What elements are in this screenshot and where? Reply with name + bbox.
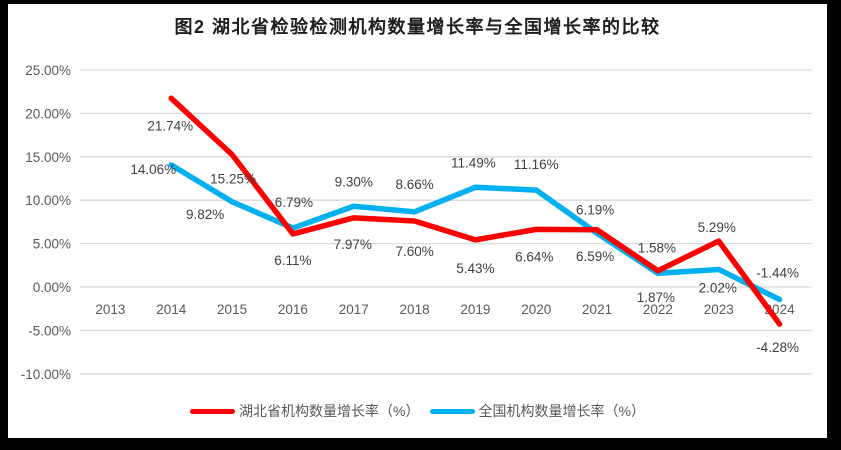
y-axis-tick-label: 10.00% (25, 193, 71, 208)
data-label: 1.58% (638, 240, 676, 255)
y-axis-tick-label: 25.00% (25, 63, 71, 78)
data-label: 15.25% (210, 172, 256, 187)
legend-label-national: 全国机构数量增长率（%） (478, 403, 645, 419)
legend-item-national: 全国机构数量增长率（%） (429, 401, 645, 421)
y-axis-tick-label: 15.00% (25, 150, 71, 165)
data-label: 5.29% (698, 220, 736, 235)
data-label: 21.74% (147, 118, 193, 133)
data-label: 8.66% (395, 177, 433, 192)
x-axis-tick-label: 2023 (704, 302, 734, 317)
data-label: 1.87% (637, 290, 675, 305)
y-axis-tick-label: 5.00% (33, 237, 71, 252)
legend-item-hubei: 湖北省机构数量增长率（%） (190, 401, 420, 421)
legend-line-swatch-blue (429, 408, 475, 414)
data-label: 6.59% (576, 249, 614, 264)
data-label: -1.44% (756, 265, 799, 280)
y-axis-tick-label: -10.00% (21, 367, 71, 382)
data-label: 9.82% (186, 207, 224, 222)
legend-line-swatch-red (190, 408, 236, 414)
chart-title: 图2 湖北省检验检测机构数量增长率与全国增长率的比较 (174, 17, 661, 37)
x-axis-tick-label: 2022 (643, 302, 673, 317)
y-axis-tick-label: -5.00% (28, 323, 71, 338)
data-label: 7.60% (395, 244, 433, 259)
data-label: 5.43% (456, 261, 494, 276)
data-label: 7.97% (334, 237, 372, 252)
data-label: 6.19% (576, 202, 614, 217)
data-label: 11.49% (451, 155, 496, 170)
x-axis-tick-label: 2020 (521, 302, 551, 317)
x-axis-tick-label: 2021 (582, 302, 612, 317)
series-line-national (168, 162, 783, 303)
legend-label-hubei: 湖北省机构数量增长率（%） (239, 403, 420, 419)
data-label: 14.06% (130, 162, 176, 177)
data-label: 6.64% (515, 249, 553, 264)
x-axis-tick-label: 2013 (95, 302, 125, 317)
data-label: 11.16% (514, 157, 559, 172)
x-axis-tick-label: 2016 (278, 302, 308, 317)
x-axis-tick-label: 2018 (400, 302, 430, 317)
data-label: 2.02% (699, 280, 737, 295)
data-label: 9.30% (335, 174, 373, 189)
x-axis-tick-label: 2015 (217, 302, 247, 317)
x-axis-tick-label: 2014 (156, 302, 187, 317)
y-axis-tick-label: 20.00% (25, 106, 71, 121)
x-axis-tick-label: 2019 (460, 302, 490, 317)
x-axis-tick-label: 2017 (339, 302, 369, 317)
legend: 湖北省机构数量增长率（%） 全国机构数量增长率（%） (8, 401, 827, 421)
data-label: 6.79% (275, 195, 313, 210)
data-label: 6.11% (274, 253, 311, 268)
data-label: -4.28% (756, 340, 799, 355)
y-axis-tick-label: 0.00% (33, 280, 71, 295)
series-line-hubei (168, 95, 783, 327)
